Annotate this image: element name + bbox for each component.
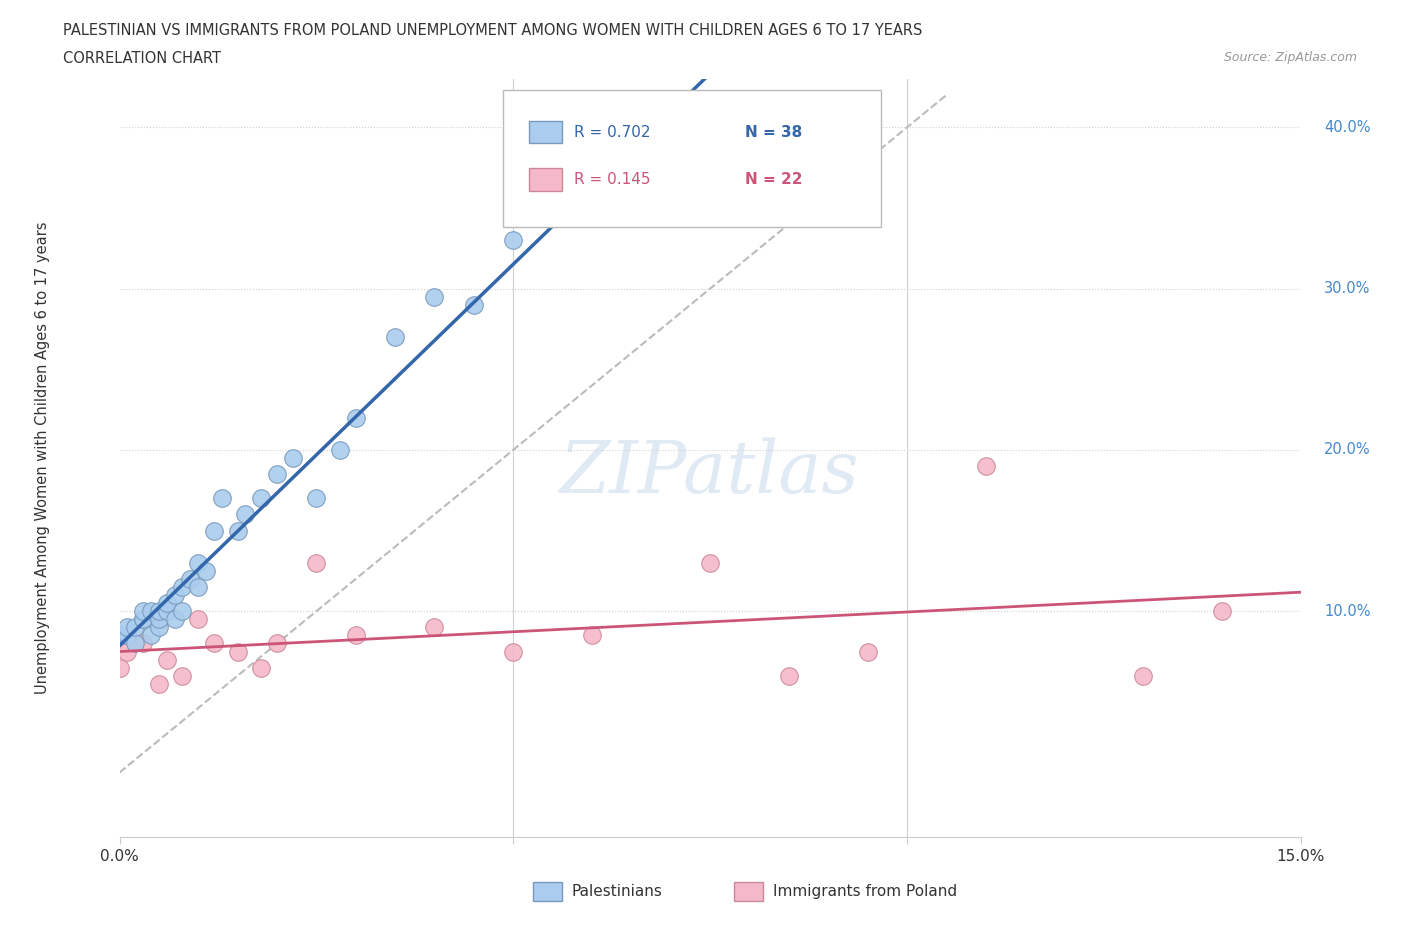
- Point: [266, 636, 288, 651]
- Point: [620, 201, 643, 216]
- Point: [148, 604, 170, 618]
- Point: [1132, 669, 1154, 684]
- Point: [974, 458, 997, 473]
- Point: [117, 628, 139, 643]
- Point: [581, 628, 603, 643]
- Point: [305, 555, 328, 570]
- Text: N = 38: N = 38: [745, 125, 803, 140]
- Text: Source: ZipAtlas.com: Source: ZipAtlas.com: [1223, 51, 1357, 64]
- Point: [148, 620, 170, 635]
- Point: [156, 596, 179, 611]
- Point: [172, 579, 194, 594]
- Point: [423, 289, 446, 304]
- Bar: [734, 883, 763, 901]
- Point: [132, 636, 155, 651]
- Bar: [529, 121, 562, 143]
- Point: [226, 524, 249, 538]
- Point: [250, 660, 273, 675]
- Point: [329, 443, 352, 458]
- Text: CORRELATION CHART: CORRELATION CHART: [63, 51, 221, 66]
- Point: [202, 636, 225, 651]
- Point: [187, 612, 209, 627]
- Point: [172, 604, 194, 618]
- Point: [195, 564, 218, 578]
- Point: [202, 524, 225, 538]
- FancyBboxPatch shape: [503, 90, 882, 227]
- Point: [463, 298, 485, 312]
- Point: [156, 652, 179, 667]
- Point: [235, 507, 257, 522]
- Point: [1211, 604, 1233, 618]
- Text: Immigrants from Poland: Immigrants from Poland: [773, 884, 956, 899]
- Point: [148, 612, 170, 627]
- Point: [281, 451, 304, 466]
- Text: N = 22: N = 22: [745, 172, 803, 187]
- Point: [211, 491, 233, 506]
- Point: [139, 628, 162, 643]
- Text: 10.0%: 10.0%: [1324, 604, 1371, 618]
- Point: [163, 612, 186, 627]
- Point: [108, 628, 131, 643]
- Text: 20.0%: 20.0%: [1324, 443, 1371, 458]
- Point: [172, 669, 194, 684]
- Bar: [533, 883, 562, 901]
- Point: [226, 644, 249, 659]
- Point: [384, 329, 406, 344]
- Text: ZIPatlas: ZIPatlas: [560, 438, 860, 509]
- Point: [132, 612, 155, 627]
- Point: [250, 491, 273, 506]
- Point: [856, 644, 879, 659]
- Point: [423, 620, 446, 635]
- Point: [117, 644, 139, 659]
- Point: [344, 410, 367, 425]
- Text: 40.0%: 40.0%: [1324, 120, 1371, 135]
- Point: [132, 612, 155, 627]
- Point: [117, 620, 139, 635]
- Text: R = 0.702: R = 0.702: [574, 125, 651, 140]
- Point: [778, 669, 800, 684]
- Point: [163, 588, 186, 603]
- Point: [148, 676, 170, 691]
- Text: R = 0.145: R = 0.145: [574, 172, 651, 187]
- Point: [187, 579, 209, 594]
- Point: [156, 604, 179, 618]
- Point: [502, 644, 524, 659]
- Point: [124, 636, 146, 651]
- Point: [266, 467, 288, 482]
- Point: [179, 572, 201, 587]
- Point: [132, 604, 155, 618]
- Point: [187, 555, 209, 570]
- Text: Unemployment Among Women with Children Ages 6 to 17 years: Unemployment Among Women with Children A…: [35, 221, 51, 695]
- Text: 30.0%: 30.0%: [1324, 281, 1371, 296]
- Text: Palestinians: Palestinians: [572, 884, 662, 899]
- Point: [502, 232, 524, 247]
- Bar: [529, 168, 562, 192]
- Point: [305, 491, 328, 506]
- Point: [139, 604, 162, 618]
- Point: [344, 628, 367, 643]
- Point: [699, 555, 721, 570]
- Point: [108, 660, 131, 675]
- Point: [124, 620, 146, 635]
- Text: PALESTINIAN VS IMMIGRANTS FROM POLAND UNEMPLOYMENT AMONG WOMEN WITH CHILDREN AGE: PALESTINIAN VS IMMIGRANTS FROM POLAND UN…: [63, 23, 922, 38]
